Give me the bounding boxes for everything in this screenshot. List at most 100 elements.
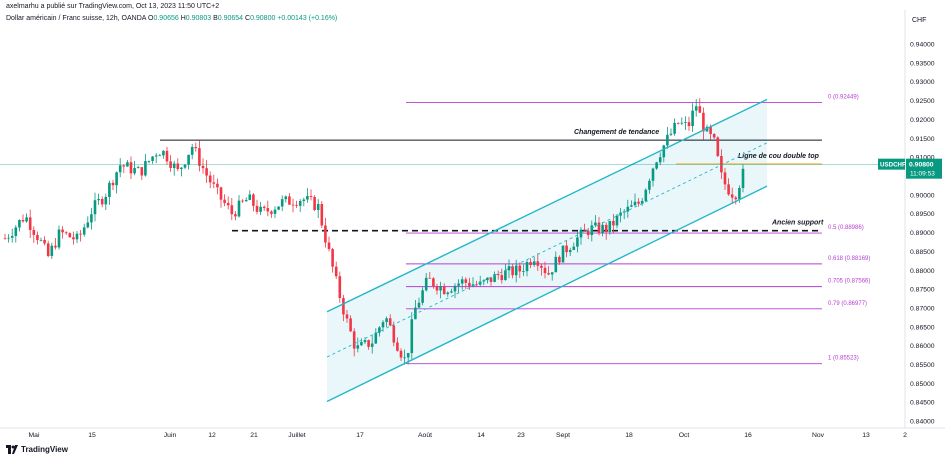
candle-body-173 — [626, 206, 630, 212]
x-tick-10: Sept — [556, 432, 570, 439]
candle-body-102 — [370, 343, 374, 347]
candle-body-98 — [356, 345, 360, 349]
candle-body-42 — [154, 155, 158, 157]
candle-body-156 — [565, 245, 568, 253]
candle-body-17 — [64, 232, 68, 234]
candle-body-180 — [651, 168, 655, 181]
candle-body-114 — [414, 307, 417, 320]
candle-body-197 — [712, 133, 716, 138]
candle-body-121 — [439, 286, 442, 291]
candle-body-158 — [572, 246, 576, 250]
candle-body-141 — [511, 266, 514, 276]
candle-body-175 — [633, 201, 637, 206]
candle-body-202 — [730, 194, 734, 198]
candle-body-53 — [194, 147, 198, 149]
candle-body-125 — [453, 285, 457, 292]
candle-body-105 — [381, 322, 385, 328]
candle-body-77 — [280, 199, 284, 207]
channel-lower — [326, 185, 768, 403]
candle-body-79 — [288, 196, 291, 205]
fib-label-2: 0.618 (0.88169) — [828, 256, 870, 262]
candle-body-30 — [111, 182, 115, 186]
candle-body-145 — [525, 262, 529, 272]
candle-body-154 — [558, 256, 561, 263]
candle-body-144 — [522, 271, 525, 272]
candle-body-15 — [57, 229, 61, 248]
candle-body-167 — [604, 224, 608, 233]
candle-body-132 — [478, 281, 482, 285]
candle-body-101 — [367, 340, 370, 347]
candle-body-87 — [316, 204, 320, 211]
candle-body-23 — [86, 222, 90, 228]
fib-label-0: 0 (0.92449) — [828, 94, 859, 100]
y-tick-20: 0.84000 — [910, 419, 935, 426]
candle-body-100 — [363, 340, 367, 343]
y-tick-10: 0.89000 — [910, 230, 935, 237]
footer-brand: TradingView — [6, 445, 68, 454]
candle-body-187 — [676, 122, 680, 124]
candle-body-188 — [680, 122, 684, 124]
candle-body-65 — [237, 200, 241, 217]
y-tick-8: 0.90000 — [910, 192, 935, 199]
candle-body-51 — [187, 154, 190, 165]
brand-name: TradingView — [21, 445, 68, 454]
candle-body-196 — [709, 126, 712, 134]
candle-body-47 — [172, 163, 176, 168]
candle-body-37 — [136, 167, 140, 169]
candle-body-205 — [741, 168, 745, 188]
candle-body-179 — [648, 180, 651, 190]
candle-body-124 — [450, 291, 453, 293]
candle-body-135 — [489, 277, 493, 282]
fib-label-1: 0.5 (0.88986) — [828, 225, 864, 231]
candle-body-111 — [403, 357, 406, 359]
candle-body-88 — [320, 204, 324, 226]
candle-body-151 — [547, 273, 550, 275]
candle-body-203 — [734, 197, 738, 200]
candle-body-146 — [529, 262, 532, 265]
candle-body-39 — [144, 161, 147, 176]
price-tag-value: 0.90800 — [909, 162, 934, 169]
candle-body-60 — [219, 187, 223, 200]
y-tick-12: 0.88000 — [910, 268, 935, 275]
candle-body-110 — [399, 350, 403, 358]
candle-body-169 — [612, 220, 615, 226]
candle-body-10 — [39, 239, 43, 241]
candle-body-32 — [118, 165, 122, 173]
symbol-info-line: Dollar américain / Franc suisse, 12h, OA… — [6, 15, 337, 22]
candle-body-155 — [561, 245, 565, 263]
candle-body-54 — [198, 148, 201, 166]
ohlc-o: O0.90656 — [148, 15, 179, 22]
candle-body-18 — [68, 233, 72, 238]
candle-body-184 — [666, 134, 669, 146]
candle-body-200 — [723, 172, 727, 185]
x-tick-2: Juin — [164, 432, 177, 439]
symbol-tag-text: USDCHF — [880, 162, 906, 169]
x-tick-0: Mai — [29, 432, 40, 439]
candle-body-130 — [471, 284, 475, 287]
y-tick-4: 0.92000 — [910, 117, 935, 124]
candle-body-168 — [608, 220, 612, 233]
y-tick-15: 0.86500 — [910, 324, 935, 331]
candle-body-2 — [10, 235, 14, 238]
candle-body-149 — [540, 265, 543, 268]
candle-body-40 — [147, 160, 151, 162]
candle-body-165 — [597, 222, 601, 234]
candle-body-48 — [176, 163, 180, 170]
candle-body-27 — [100, 198, 104, 205]
y-tick-0: 0.94000 — [910, 42, 935, 49]
candle-body-66 — [241, 200, 244, 202]
candle-body-55 — [201, 165, 205, 169]
annotation-label-1: Ligne de cou double top — [738, 153, 820, 160]
candle-body-96 — [349, 318, 352, 332]
candle-body-183 — [662, 145, 666, 158]
candle-body-113 — [410, 319, 414, 354]
fib-label-5: 1 (0.85523) — [828, 356, 859, 362]
candle-body-140 — [507, 266, 511, 271]
candle-body-38 — [140, 167, 144, 176]
candle-body-123 — [446, 292, 450, 295]
y-tick-1: 0.93500 — [910, 60, 935, 67]
price-tag-bg — [906, 158, 942, 179]
candle-body-35 — [129, 162, 133, 174]
candle-body-198 — [716, 137, 720, 156]
